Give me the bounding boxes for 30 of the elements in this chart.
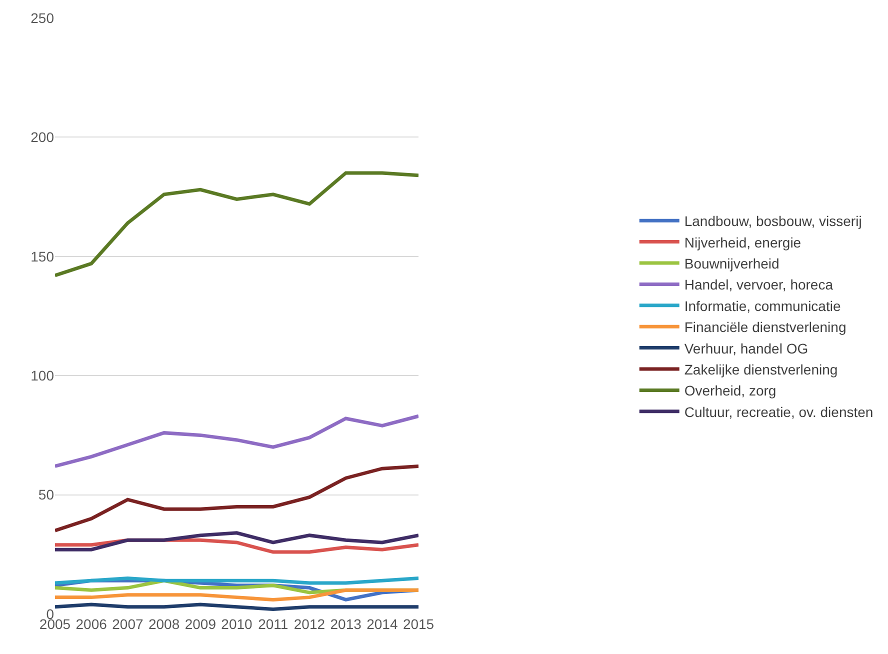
x-tick-label: 2008: [148, 616, 180, 632]
x-tick-label: 2006: [76, 616, 108, 632]
legend-label: Cultuur, recreatie, ov. diensten: [684, 404, 874, 420]
line-series: [55, 588, 419, 602]
x-tick-label: 2013: [330, 616, 362, 632]
line-series: [55, 464, 419, 532]
legend-label: Handel, vervoer, horeca: [684, 276, 834, 293]
legend-label: Informatie, communicatie: [684, 298, 841, 314]
x-tick-label: 2014: [366, 616, 398, 632]
line-series: [55, 171, 419, 278]
line-series: [55, 531, 419, 552]
y-tick-label: 50: [38, 486, 54, 503]
y-tick-label: 200: [30, 129, 54, 146]
legend-label: Verhuur, handel OG: [684, 340, 808, 356]
legend-label: Landbouw, bosbouw, visserij: [684, 213, 862, 230]
y-tick-label: 100: [30, 368, 54, 384]
y-tick-label: 250: [30, 10, 54, 26]
x-tick-label: 2012: [294, 616, 326, 632]
x-tick-label: 2009: [184, 616, 216, 632]
legend-label: Zakelijke dienstverlening: [684, 361, 838, 378]
x-tick-label: 2011: [258, 616, 288, 632]
x-tick-label: 2015: [402, 616, 434, 632]
legend-label: Overheid, zorg: [684, 382, 776, 399]
x-tick-label: 2010: [221, 616, 253, 632]
legend-label: Financiële dienstverlening: [684, 319, 846, 336]
y-tick-label: 150: [30, 248, 54, 264]
x-tick-label: 2007: [112, 616, 144, 632]
legend-label: Nijverheid, energie: [684, 234, 802, 250]
line-series: [55, 414, 419, 468]
legend-label: Bouwnijverheid: [684, 255, 780, 272]
